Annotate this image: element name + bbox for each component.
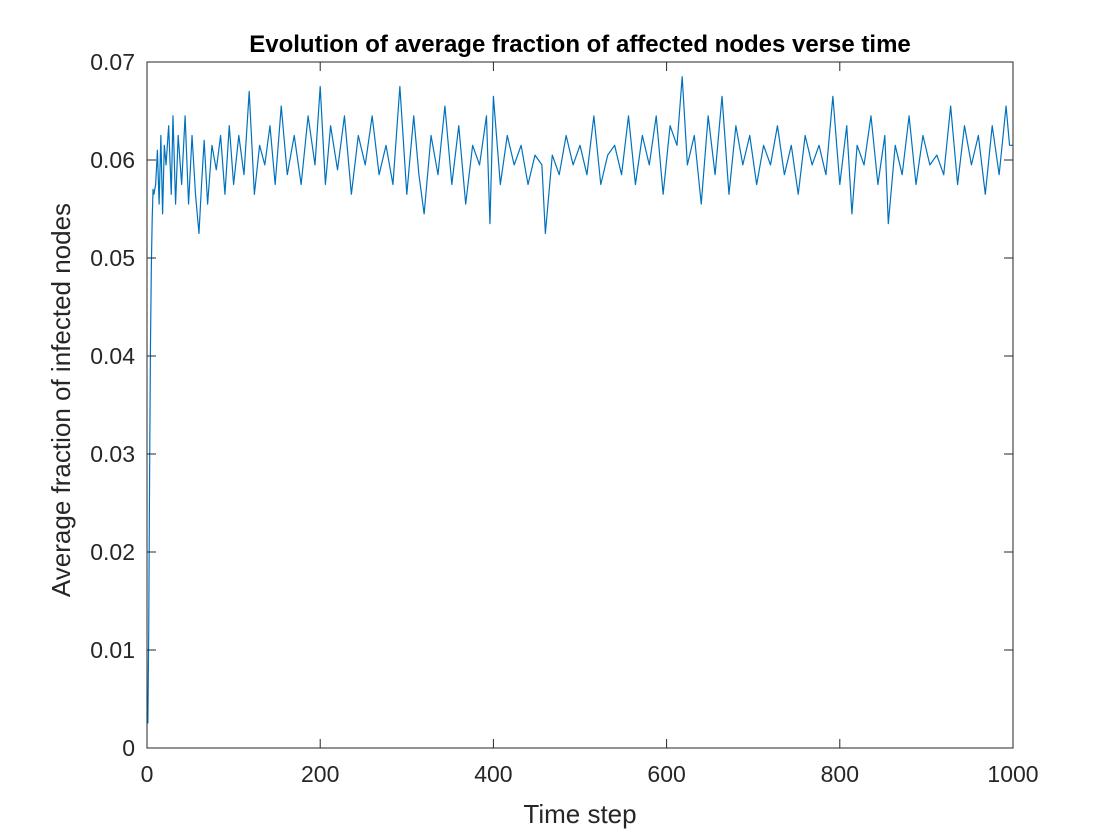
y-tick-label: 0.07 <box>90 49 135 75</box>
y-axis-label: Average fraction of infected nodes <box>46 203 76 597</box>
y-tick-label: 0 <box>122 735 135 761</box>
plot-area: 0 200 400 600 800 1000 00.010.020.030.040.050… <box>90 49 1038 787</box>
series-line-0 <box>147 76 1013 724</box>
axes-background <box>147 62 1013 748</box>
x-axis-ticks: 0 200 400 600 800 1000 <box>141 62 1039 787</box>
x-tick-label: 1000 <box>987 761 1038 787</box>
y-tick-label: 0.03 <box>90 441 135 467</box>
chart-title: Evolution of average fraction of affecte… <box>249 31 911 58</box>
x-tick-label: 400 <box>474 761 512 787</box>
x-axis-label: Time step <box>523 799 636 829</box>
x-tick-label: 800 <box>821 761 859 787</box>
series-layer <box>147 76 1013 724</box>
y-tick-label: 0.01 <box>90 637 135 663</box>
y-tick-label: 0.06 <box>90 147 135 173</box>
x-tick-label: 200 <box>301 761 339 787</box>
y-tick-label: 0.02 <box>90 539 135 565</box>
axes-box <box>146 61 1014 749</box>
x-tick-label: 600 <box>647 761 685 787</box>
y-axis-ticks: 0 0.01 0.02 0.03 0.04 0.05 0.06 0.07 <box>90 49 1013 761</box>
y-tick-label: 0.05 <box>90 245 135 271</box>
y-tick-label: 0.04 <box>90 343 135 369</box>
x-tick-label: 0 <box>141 761 154 787</box>
